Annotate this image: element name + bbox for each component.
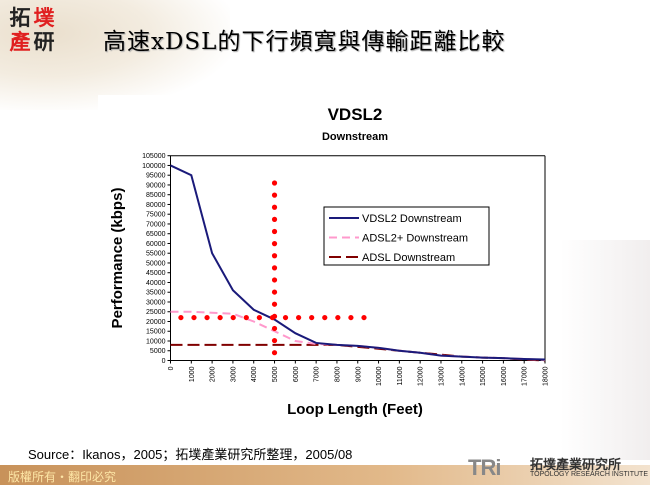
annotation-dot [191, 314, 197, 321]
y-tick-label: 75000 [146, 212, 166, 219]
annotation-dot [230, 314, 236, 321]
y-tick-label: 55000 [146, 251, 166, 258]
x-tick-label: 17000 [522, 366, 529, 386]
source-note: Source：Ikanos，2005；拓墣產業研究所整理，2005/08 [28, 447, 353, 462]
x-tick-label: 9000 [355, 366, 362, 382]
y-tick-label: 30000 [146, 299, 166, 306]
x-tick-label: 6000 [293, 366, 300, 382]
chart-subtitle: Downstream [322, 131, 388, 143]
x-tick-label: 18000 [543, 366, 550, 386]
annotation-dot [271, 216, 278, 222]
y-axis-label: Performance (kbps) [109, 188, 126, 329]
annotation-dot [256, 314, 262, 321]
y-tick-label: 95000 [146, 173, 166, 180]
annotation-dot [271, 265, 278, 271]
y-tick-label: 5000 [150, 348, 166, 355]
x-tick-label: 14000 [459, 366, 466, 386]
y-tick-label: 50000 [146, 260, 166, 267]
y-tick-label: 25000 [146, 309, 166, 316]
legend-label: VDSL2 Downstream [362, 213, 462, 225]
annotation-dot [271, 337, 278, 344]
annotation-dot [271, 180, 278, 186]
legend-label: ADSL2+ Downstream [362, 233, 468, 245]
x-tick-label: 4000 [251, 366, 258, 382]
y-tick-label: 105000 [142, 153, 165, 160]
x-tick-label: 2000 [210, 366, 217, 382]
annotation-dot [217, 314, 223, 321]
x-tick-label: 11000 [397, 366, 404, 385]
annotation-dot [271, 253, 278, 259]
y-tick-label: 0 [162, 358, 166, 365]
legend: VDSL2 Downstream ADSL2+ Downstream ADSL Do… [323, 206, 490, 266]
annotation-dot [322, 314, 328, 321]
annotation-dot [335, 314, 341, 321]
annotation-dot [361, 314, 367, 321]
y-tick-label: 35000 [146, 290, 166, 297]
annotation-dot [271, 301, 278, 307]
legend-label: ADSL Downstream [362, 252, 455, 264]
header-background [0, 0, 230, 110]
y-tick-label: 45000 [146, 270, 166, 277]
x-tick-label: 0 [168, 366, 175, 370]
annotation-dot [204, 314, 210, 321]
annotation-dot [309, 314, 315, 321]
y-tick-label: 85000 [146, 192, 166, 199]
annotation-dot [296, 314, 302, 321]
logo-char: 拓 [9, 5, 31, 30]
y-tick-label: 60000 [146, 241, 166, 248]
footer-bar: 版權所有‧翻印必究 [0, 465, 650, 485]
y-tick-label: 10000 [146, 338, 166, 345]
chart-title: VDSL2 [328, 105, 383, 124]
logo-char: 產 [9, 29, 31, 54]
annotation-dot [271, 192, 278, 198]
y-tick-label: 40000 [146, 280, 166, 287]
annotation-dot [271, 350, 278, 356]
y-tick-label: 80000 [146, 202, 166, 209]
x-tick-label: 5000 [272, 366, 279, 382]
copyright-text: 版權所有‧翻印必究 [8, 470, 117, 484]
annotation-dot [271, 228, 278, 235]
y-tick-label: 15000 [146, 329, 166, 336]
y-tick-label: 90000 [146, 182, 166, 189]
x-tick-label: 12000 [418, 366, 425, 386]
y-tick-label: 20000 [146, 319, 166, 326]
x-tick-label: 7000 [314, 366, 321, 382]
x-tick-label: 13000 [438, 366, 445, 386]
annotation-dot [271, 277, 278, 283]
logo: 拓墣 產研 [8, 6, 58, 56]
x-axis-label: Loop Length (Feet) [287, 401, 423, 418]
x-tick-label: 10000 [376, 366, 383, 386]
logo-char: 研 [33, 29, 55, 54]
annotation-dot [243, 314, 249, 321]
logo-char: 墣 [33, 5, 55, 30]
brand-logo: TRi [468, 455, 501, 480]
annotation-dot [271, 289, 278, 295]
x-tick-label: 1000 [189, 366, 196, 382]
annotation-dot [271, 325, 278, 332]
x-tick-label: 3000 [230, 366, 237, 382]
plot-area: 0500010000150002000025000300003500040000… [142, 153, 549, 386]
annotation-dot [271, 241, 278, 247]
series-line-vdsl2-downstream [170, 164, 546, 361]
y-tick-label: 70000 [146, 221, 166, 228]
slide-title: 高速xDSL的下行頻寬與傳輸距離比較 [103, 29, 506, 55]
brand-name: 拓墣產業研究所 [530, 457, 622, 472]
annotation-dot [269, 314, 276, 321]
brand-name-en: TOPOLOGY RESEARCH INSTITUTE [530, 471, 648, 478]
annotation-dot [178, 314, 184, 321]
legend-box [323, 206, 490, 266]
y-tick-label: 100000 [142, 163, 165, 170]
watermark [560, 240, 650, 460]
y-tick-label: 65000 [146, 231, 166, 238]
x-tick-label: 16000 [501, 366, 508, 386]
x-tick-label: 15000 [480, 366, 487, 386]
annotation-dot [271, 204, 278, 210]
annotation-dot [282, 314, 289, 321]
annotation-dot [348, 314, 354, 321]
x-tick-label: 8000 [334, 366, 341, 382]
